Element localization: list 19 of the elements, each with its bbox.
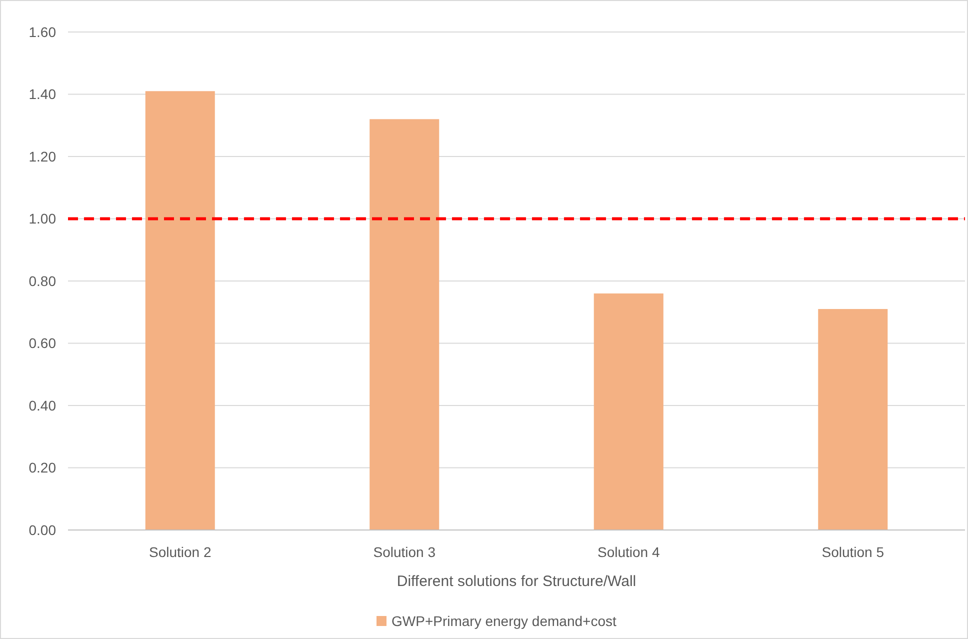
bar	[818, 309, 888, 530]
bar	[594, 293, 664, 530]
legend-label: GWP+Primary energy demand+cost	[392, 612, 616, 629]
x-tick-label: Solution 3	[373, 544, 436, 560]
y-tick-label: 1.00	[28, 210, 56, 227]
x-tick-label: Solution 5	[822, 544, 884, 560]
y-tick-label: 1.60	[28, 24, 56, 40]
y-tick-label: 0.40	[28, 397, 56, 414]
y-tick-label: 0.20	[28, 460, 56, 476]
y-tick-label: 1.40	[28, 86, 56, 102]
bar	[145, 91, 215, 530]
y-tick-label: 0.60	[28, 335, 56, 352]
x-axis-title: Different solutions for Structure/Wall	[396, 573, 636, 590]
x-tick-label: Solution 2	[148, 544, 212, 560]
bar	[370, 119, 440, 530]
x-tick-label: Solution 4	[597, 544, 660, 560]
y-tick-label: 1.20	[28, 148, 56, 164]
y-tick-label: 0.80	[28, 272, 56, 289]
y-tick-label: 0.00	[28, 522, 56, 538]
